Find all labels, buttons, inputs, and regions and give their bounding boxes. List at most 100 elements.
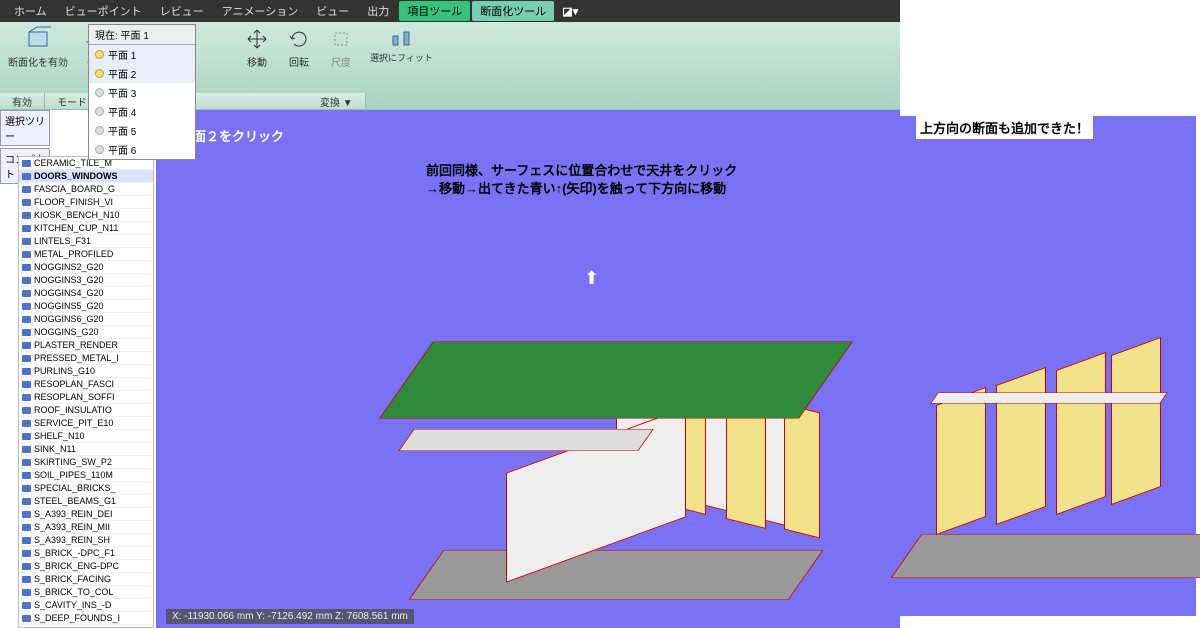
tree-item[interactable]: RESOPLAN_FASCI [19,378,153,391]
tree-item[interactable]: NOGGINS_G20 [19,326,153,339]
tree-item[interactable]: SOIL_PIPES_110M [19,469,153,482]
move-icon [244,26,270,52]
layer-icon [22,615,31,622]
tree-item[interactable]: S_BRICK_ENG-DPC [19,560,153,573]
layer-icon [22,394,31,401]
menu-animation[interactable]: アニメーション [214,1,307,21]
tree-item[interactable]: STEEL_BEAMS_G1 [19,495,153,508]
menu-viewpoint[interactable]: ビューポイント [57,1,150,21]
viewport-3d[interactable]: 平面２をクリック 前回同様、サーフェスに位置合わせで天井をクリック →移動→出て… [156,110,900,628]
tree-item[interactable]: PRESSED_METAL_I [19,352,153,365]
tree-item[interactable]: SERVICE_PIT_E10 [19,417,153,430]
tree-item[interactable]: NOGGINS3_G20 [19,274,153,287]
tree-item[interactable]: FLOOR_FINISH_VI [19,196,153,209]
ribbon-scale-label: 尺度 [331,54,351,69]
ribbon-rotate[interactable]: 回転 [278,22,320,73]
annotation-added: 上方向の断面も追加できた！ [916,116,1093,139]
menu-bar: ホーム ビューポイント レビュー アニメーション ビュー 出力 項目ツール 断面… [0,0,900,22]
fit-icon [388,26,414,52]
plane-option-5[interactable]: 平面 5 [89,121,195,140]
rotate-icon [286,26,312,52]
tree-item[interactable]: S_DEEP_FOUNDS_I [19,612,153,625]
tree-item[interactable]: RESOPLAN_SOFFI [19,391,153,404]
plane-option-3[interactable]: 平面 3 [89,83,195,102]
status-bar-coords: X: -11930.066 mm Y: -7126.492 mm Z: 7608… [166,609,414,624]
section-icon [25,26,51,52]
layer-icon [22,511,31,518]
layer-icon [22,459,31,466]
plane-dropdown[interactable]: 現在: 平面 1 平面 1 平面 2 平面 3 平面 4 平面 5 平面 6 [88,24,196,160]
annotation-main-line1: 前回同様、サーフェスに位置合わせで天井をクリック [426,160,737,179]
tree-item[interactable]: NOGGINS4_G20 [19,287,153,300]
tree-item[interactable]: SINK_N11 [19,443,153,456]
plane-option-2[interactable]: 平面 2 [89,64,195,83]
layer-icon [22,251,31,258]
tree-item[interactable]: S_A393_REIN_MII [19,521,153,534]
menu-output[interactable]: 出力 [359,1,397,21]
lightbulb-icon [95,88,104,97]
menu-home[interactable]: ホーム [6,1,55,21]
tree-item[interactable]: KITCHEN_CUP_N11 [19,222,153,235]
tree-item[interactable]: S_CAVITY_INS_-D [19,599,153,612]
lightbulb-icon [95,69,104,78]
lightbulb-icon [95,145,104,154]
ribbon-fit[interactable]: 選択にフィット [362,22,441,68]
tree-item[interactable]: NOGGINS5_G20 [19,300,153,313]
ribbon-fit-label: 選択にフィット [370,54,433,64]
layer-icon [22,303,31,310]
layer-icon [22,446,31,453]
selection-tree[interactable]: CERAMIC_TILE_MDOORS_WINDOWSFASCIA_BOARD_… [18,156,154,628]
plane-option-4[interactable]: 平面 4 [89,102,195,121]
tree-item[interactable]: FASCIA_BOARD_G [19,183,153,196]
layer-icon [22,225,31,232]
layer-icon [22,485,31,492]
tree-item[interactable]: KIOSK_BENCH_N10 [19,209,153,222]
tree-item[interactable]: NOGGINS6_G20 [19,313,153,326]
ribbon-move[interactable]: 移動 [236,22,278,73]
layer-icon [22,524,31,531]
tree-item[interactable]: METAL_PROFILED [19,248,153,261]
tree-item[interactable]: S_BRICK_-DPC_F1 [19,547,153,560]
layer-icon [22,277,31,284]
model-sectioned [856,246,1200,566]
menu-review[interactable]: レビュー [152,1,212,21]
menu-view[interactable]: ビュー [308,1,357,21]
layer-icon [22,589,31,596]
menu-section-tools[interactable]: 断面化ツール [472,1,554,21]
ribbon-enable-section[interactable]: 断面化を有効 [0,22,76,73]
annotation-main-line2: →移動→出てきた青い↑(矢印)を触って下方向に移動 [426,178,726,197]
tree-item[interactable]: SHELF_N10 [19,430,153,443]
layer-icon [22,264,31,271]
layer-icon [22,537,31,544]
plane-dropdown-current[interactable]: 現在: 平面 1 [89,25,195,45]
tree-item[interactable]: S_BRICK_FACING [19,573,153,586]
tree-item[interactable]: S_A393_REIN_DEI [19,508,153,521]
app-logo-icon: ◪▾ [562,5,578,18]
tree-item[interactable]: PLASTER_RENDER [19,339,153,352]
tree-item[interactable]: S_BRICK_TO_COL [19,586,153,599]
layer-icon [22,381,31,388]
layer-icon [22,368,31,375]
panel-title-selection-tree: 選択ツリー [0,110,50,146]
tree-item[interactable]: SPECIAL_BRICKS_ [19,482,153,495]
lightbulb-icon [95,107,104,116]
layer-icon [22,576,31,583]
tree-item[interactable]: LINTELS_F31 [19,235,153,248]
menu-item-tools[interactable]: 項目ツール [399,1,470,21]
layer-icon [22,407,31,414]
tree-item[interactable]: SKIRTING_SW_P2 [19,456,153,469]
plane-option-1[interactable]: 平面 1 [89,45,195,64]
layer-icon [22,173,31,180]
tree-item[interactable]: S_A393_REIN_SH [19,534,153,547]
plane-option-6[interactable]: 平面 6 [89,140,195,159]
tree-item[interactable]: PURLINS_G10 [19,365,153,378]
layer-icon [22,212,31,219]
ribbon-rotate-label: 回転 [289,54,309,69]
layer-icon [22,329,31,336]
tree-item[interactable]: NOGGINS2_G20 [19,261,153,274]
ribbon-footer-enable: 有効 [0,93,45,109]
layer-icon [22,420,31,427]
lightbulb-icon [95,50,104,59]
tree-item[interactable]: ROOF_INSULATIO [19,404,153,417]
tree-item[interactable]: DOORS_WINDOWS [19,170,153,183]
